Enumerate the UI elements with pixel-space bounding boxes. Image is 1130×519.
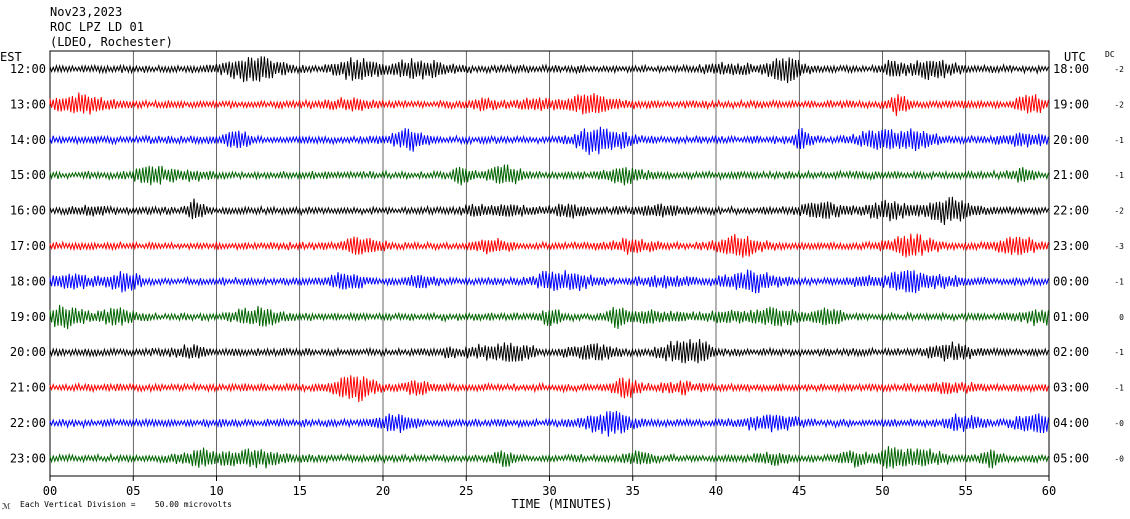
footer-mark: ℳ — [2, 502, 11, 511]
dc-offset-label: 0 — [1119, 313, 1124, 322]
utc-time-label: 01:00 — [1053, 310, 1089, 324]
utc-axis-title: UTC — [1064, 50, 1086, 64]
utc-time-label: 21:00 — [1053, 168, 1089, 182]
dc-offset-label: -1 — [1114, 136, 1124, 145]
est-time-label: 12:00 — [10, 62, 46, 76]
utc-time-label: 05:00 — [1053, 451, 1089, 465]
trace-2000 — [49, 338, 1049, 364]
chart-date: Nov23,2023 — [50, 5, 122, 19]
est-time-label: 14:00 — [10, 133, 46, 147]
est-time-label: 16:00 — [10, 204, 46, 218]
trace-1700 — [49, 233, 1049, 258]
utc-time-label: 02:00 — [1053, 345, 1089, 359]
trace-1200 — [49, 56, 1049, 84]
utc-time-label: 00:00 — [1053, 274, 1089, 288]
dc-offset-label: -2 — [1114, 65, 1124, 74]
x-tick-label-15: 15 — [293, 484, 307, 498]
est-time-label: 15:00 — [10, 168, 46, 182]
row-labels: 12:00 18:00 -2 13:00 19:00 -2 14:00 20:00 -1 15:0… — [10, 62, 1124, 465]
dc-offset-label: -1 — [1114, 384, 1124, 393]
est-time-label: 19:00 — [10, 310, 46, 324]
trace-1900 — [49, 304, 1049, 330]
x-tick-label-35: 35 — [626, 484, 640, 498]
est-axis-title: EST — [0, 50, 22, 64]
dc-offset-label: -1 — [1114, 171, 1124, 180]
x-axis-title: TIME (MINUTES) — [511, 497, 612, 511]
station-network: (LDEO, Rochester) — [50, 35, 173, 49]
dc-offset-label: -2 — [1114, 100, 1124, 109]
x-tick-label-10: 10 — [209, 484, 223, 498]
est-time-label: 20:00 — [10, 345, 46, 359]
dc-offset-label: -2 — [1114, 207, 1124, 216]
utc-time-label: 23:00 — [1053, 239, 1089, 253]
trace-1600 — [49, 196, 1049, 226]
dc-offset-label: -3 — [1114, 242, 1124, 251]
trace-1500 — [49, 164, 1049, 186]
utc-time-label: 04:00 — [1053, 416, 1089, 430]
x-tick-label-45: 45 — [792, 484, 806, 498]
trace-2100 — [49, 375, 1049, 403]
x-tick-label-55: 55 — [959, 484, 973, 498]
trace-2200 — [49, 410, 1049, 437]
utc-time-label: 20:00 — [1053, 133, 1089, 147]
est-time-label: 13:00 — [10, 97, 46, 111]
trace-2300 — [49, 446, 1049, 469]
est-time-label: 18:00 — [10, 274, 46, 288]
dc-offset-label: -1 — [1114, 277, 1124, 286]
x-tick-label-50: 50 — [875, 484, 889, 498]
est-time-label: 21:00 — [10, 381, 46, 395]
est-time-label: 17:00 — [10, 239, 46, 253]
x-tick-label-25: 25 — [459, 484, 473, 498]
x-tick-label-20: 20 — [376, 484, 390, 498]
utc-time-label: 22:00 — [1053, 204, 1089, 218]
est-time-label: 23:00 — [10, 451, 46, 465]
grid-lines — [49, 51, 1050, 476]
x-tick-label-05: 05 — [126, 484, 140, 498]
dc-offset-label: -1 — [1114, 348, 1124, 357]
dc-offset-label: -0 — [1114, 419, 1124, 428]
x-tick-label-60: 60 — [1042, 484, 1056, 498]
x-axis-ticks: 00 05 10 15 20 25 30 35 40 45 50 55 60 — [43, 476, 1056, 498]
est-time-label: 22:00 — [10, 416, 46, 430]
dc-offset-label: -0 — [1114, 454, 1124, 463]
station-code: ROC LPZ LD 01 — [50, 20, 144, 34]
trace-1300 — [49, 92, 1049, 117]
dc-axis-title: DC — [1105, 50, 1115, 59]
utc-time-label: 19:00 — [1053, 97, 1089, 111]
utc-time-label: 18:00 — [1053, 62, 1089, 76]
trace-1400 — [49, 126, 1049, 156]
utc-time-label: 03:00 — [1053, 381, 1089, 395]
trace-1800 — [49, 269, 1049, 294]
x-tick-label-30: 30 — [542, 484, 556, 498]
x-tick-label-00: 00 — [43, 484, 57, 498]
scale-note: Each Vertical Division = 50.00 microvolt… — [20, 500, 232, 509]
seismic-traces — [49, 56, 1049, 469]
x-tick-label-40: 40 — [709, 484, 723, 498]
